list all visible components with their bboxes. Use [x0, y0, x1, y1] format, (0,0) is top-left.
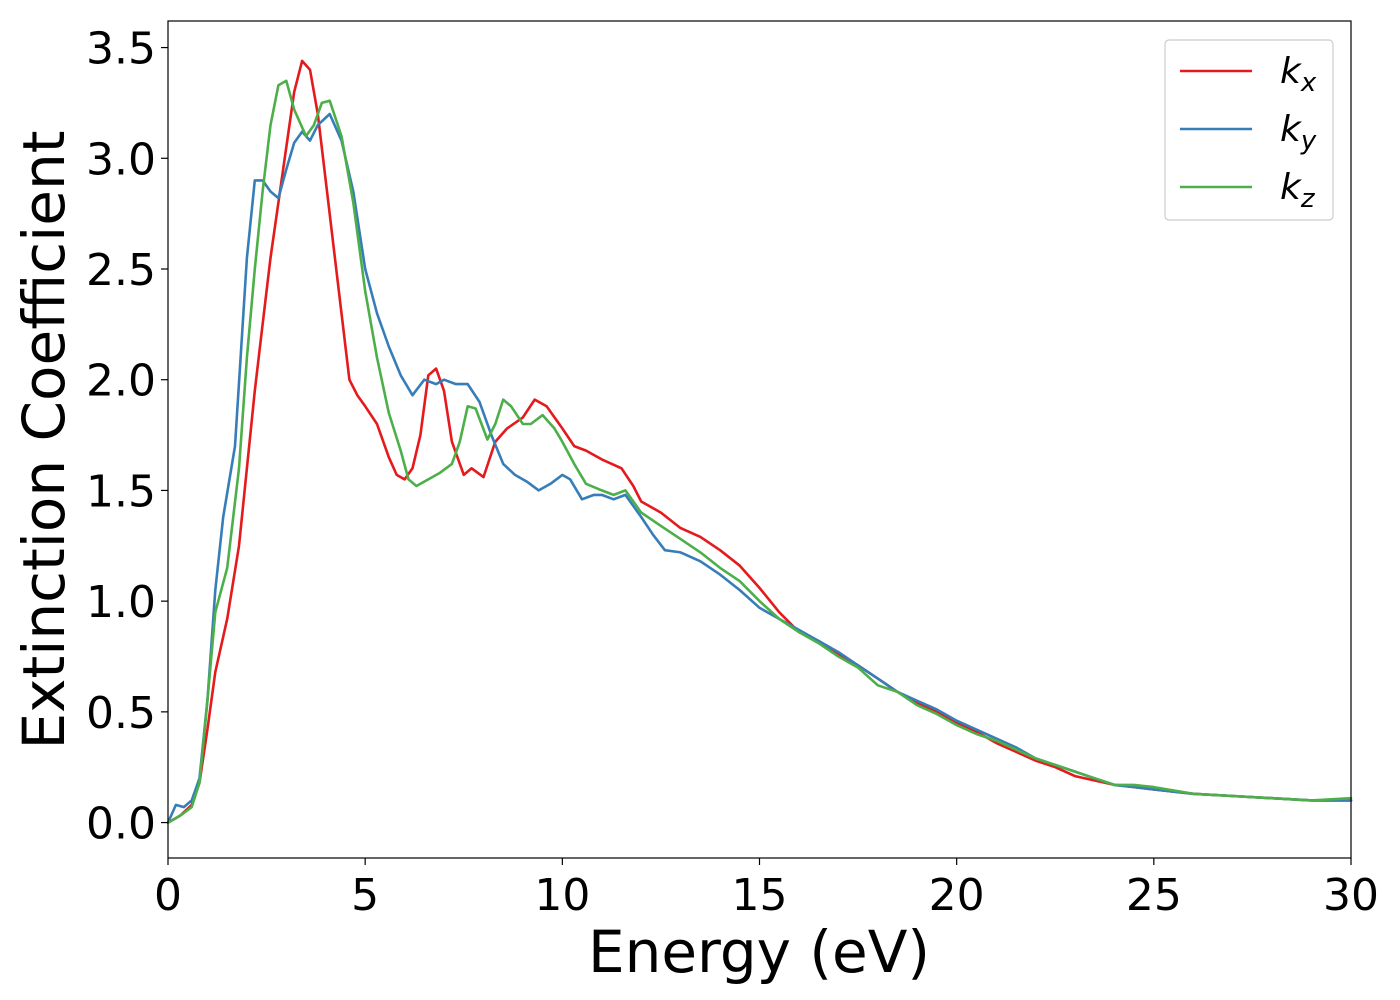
- x-tick-label: 5: [351, 870, 379, 921]
- y-tick-label: 2.0: [86, 356, 156, 407]
- y-tick-label: 0.0: [86, 799, 156, 850]
- series-line-ky: [166, 112, 1353, 824]
- y-tick-label: 1.5: [86, 466, 156, 517]
- series-line-kz: [166, 79, 1353, 824]
- y-tick-label: 3.0: [86, 134, 156, 185]
- x-tick-label: 15: [732, 870, 788, 921]
- x-tick-label: 25: [1126, 870, 1182, 921]
- y-tick-label: 2.5: [86, 245, 156, 296]
- x-tick-label: 20: [929, 870, 985, 921]
- y-axis-label: Extinction Coefficient: [10, 131, 78, 750]
- y-tick-label: 3.5: [86, 24, 156, 75]
- legend-label-kx: kx: [1280, 51, 1317, 98]
- x-axis-ticks: 0 5 10 15 20 25 30: [154, 858, 1379, 921]
- y-axis-ticks: 0.0 0.5 1.0 1.5 2.0 2.5 3.0 3.5: [86, 24, 168, 850]
- x-tick-label: 0: [154, 870, 182, 921]
- legend-label-ky: ky: [1280, 109, 1317, 156]
- series-layer: [166, 59, 1353, 824]
- legend-label-kz: kz: [1280, 167, 1316, 214]
- y-tick-label: 0.5: [86, 688, 156, 739]
- y-tick-label: 1.0: [86, 577, 156, 628]
- x-axis-label: Energy (eV): [588, 918, 930, 986]
- series-line-kx: [166, 59, 1353, 824]
- legend: kx ky kz: [1164, 39, 1334, 221]
- x-tick-label: 30: [1323, 870, 1379, 921]
- x-tick-label: 10: [534, 870, 590, 921]
